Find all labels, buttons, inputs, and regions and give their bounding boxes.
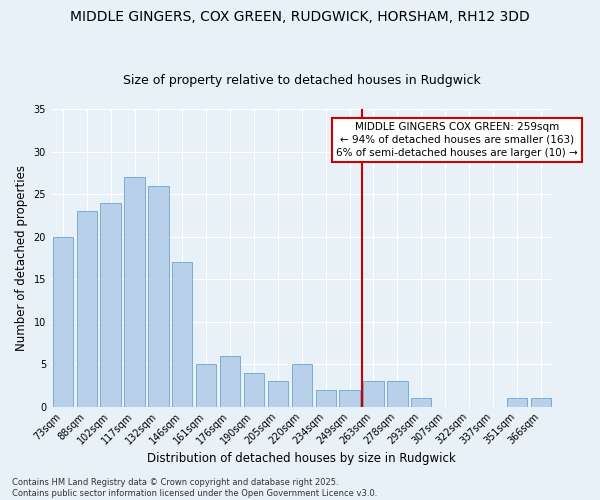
Text: Contains HM Land Registry data © Crown copyright and database right 2025.
Contai: Contains HM Land Registry data © Crown c… (12, 478, 377, 498)
X-axis label: Distribution of detached houses by size in Rudgwick: Distribution of detached houses by size … (148, 452, 456, 465)
Bar (244, 372, 264, 406)
Title: Size of property relative to detached houses in Rudgwick: Size of property relative to detached ho… (123, 74, 481, 87)
Bar (124, 177, 145, 406)
Bar (387, 381, 407, 406)
Bar (340, 390, 360, 406)
Text: MIDDLE GINGERS COX GREEN: 259sqm
← 94% of detached houses are smaller (163)
6% o: MIDDLE GINGERS COX GREEN: 259sqm ← 94% o… (336, 122, 578, 158)
Bar (530, 398, 551, 406)
Bar (220, 356, 240, 406)
Bar (172, 262, 193, 406)
Bar (506, 398, 527, 406)
Bar (148, 186, 169, 406)
Bar (268, 381, 288, 406)
Bar (411, 398, 431, 406)
Bar (292, 364, 312, 406)
Bar (77, 211, 97, 406)
Bar (316, 390, 336, 406)
Bar (196, 364, 217, 406)
Bar (364, 381, 383, 406)
Bar (100, 202, 121, 406)
Bar (53, 236, 73, 406)
Y-axis label: Number of detached properties: Number of detached properties (15, 165, 28, 351)
Text: MIDDLE GINGERS, COX GREEN, RUDGWICK, HORSHAM, RH12 3DD: MIDDLE GINGERS, COX GREEN, RUDGWICK, HOR… (70, 10, 530, 24)
